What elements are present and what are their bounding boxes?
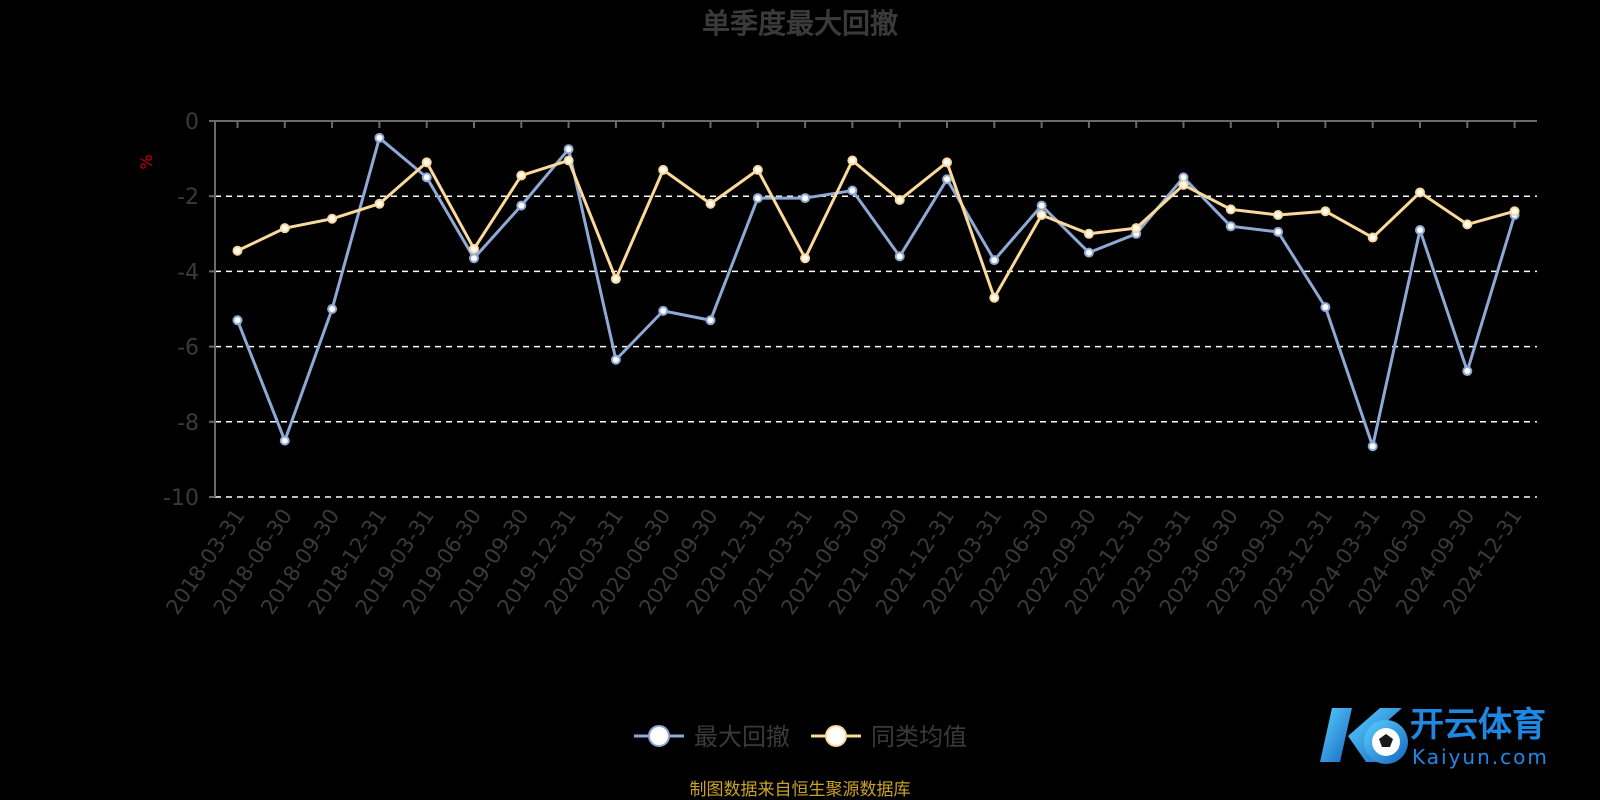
- data-point-s1-14[interactable]: [894, 194, 905, 205]
- data-point-s0-8[interactable]: [610, 354, 621, 365]
- data-point-s1-21[interactable]: [1225, 204, 1236, 215]
- data-point-s1-18[interactable]: [1083, 228, 1094, 239]
- data-point-s0-5[interactable]: [469, 253, 479, 264]
- y-tick-label: -4: [177, 260, 199, 285]
- legend-label: 同类均值: [871, 723, 967, 751]
- data-point-s0-2[interactable]: [327, 304, 338, 314]
- data-point-s0-9[interactable]: [658, 305, 669, 316]
- data-point-s1-16[interactable]: [989, 292, 1000, 303]
- y-tick-label: -10: [163, 486, 199, 511]
- data-point-s1-13[interactable]: [847, 155, 858, 166]
- data-point-s1-4[interactable]: [421, 157, 432, 168]
- data-point-s0-23[interactable]: [1320, 302, 1331, 313]
- data-point-s1-15[interactable]: [942, 157, 952, 168]
- data-point-s1-7[interactable]: [563, 155, 574, 166]
- y-tick-label: 0: [185, 110, 199, 135]
- legend-item-category-average[interactable]: 同类均值: [811, 723, 967, 751]
- y-axis-unit: %: [137, 154, 156, 169]
- data-point-s1-27[interactable]: [1509, 206, 1520, 217]
- data-point-s0-21[interactable]: [1225, 221, 1236, 232]
- axes: 0-2-4-6-8-102018-03-312018-06-302018-09-…: [162, 110, 1537, 619]
- legend-marker-icon: [825, 725, 847, 747]
- series-line-1: [236, 158, 1516, 300]
- data-point-s1-11[interactable]: [752, 164, 763, 175]
- logo-text-en: Kaiyun.com: [1412, 745, 1549, 769]
- data-point-s1-8[interactable]: [610, 273, 621, 284]
- legend-item-max-drawdown[interactable]: 最大回撤: [634, 723, 790, 751]
- data-point-s0-7[interactable]: [563, 144, 574, 155]
- data-point-s0-0[interactable]: [232, 315, 243, 326]
- data-point-s1-0[interactable]: [232, 245, 243, 256]
- data-point-s0-3[interactable]: [374, 132, 385, 143]
- data-point-s0-24[interactable]: [1367, 441, 1378, 452]
- data-point-s0-12[interactable]: [800, 193, 811, 204]
- data-point-s1-6[interactable]: [516, 170, 527, 181]
- chart-title: 单季度最大回撤: [702, 7, 898, 40]
- data-point-s1-20[interactable]: [1178, 179, 1189, 190]
- data-point-s0-25[interactable]: [1415, 225, 1425, 236]
- data-point-s0-14[interactable]: [894, 251, 905, 262]
- logo-text-cn: 开云体育: [1410, 705, 1546, 745]
- data-point-s1-10[interactable]: [705, 198, 716, 209]
- data-point-s1-24[interactable]: [1367, 232, 1378, 243]
- data-source-note: 制图数据来自恒生聚源数据库: [690, 780, 911, 800]
- data-point-s0-16[interactable]: [989, 255, 1000, 266]
- data-point-s1-23[interactable]: [1320, 206, 1331, 217]
- y-tick-label: -2: [177, 185, 199, 210]
- data-point-s1-3[interactable]: [374, 198, 385, 209]
- data-point-s0-26[interactable]: [1462, 366, 1473, 377]
- data-point-s1-5[interactable]: [469, 243, 479, 254]
- data-point-s1-2[interactable]: [327, 213, 338, 224]
- data-point-s0-17[interactable]: [1036, 200, 1047, 211]
- data-point-s0-22[interactable]: [1273, 226, 1284, 237]
- data-point-s0-4[interactable]: [421, 172, 432, 183]
- data-point-s0-15[interactable]: [942, 174, 952, 185]
- data-point-s0-18[interactable]: [1083, 247, 1094, 258]
- data-point-s1-19[interactable]: [1131, 223, 1142, 234]
- y-tick-label: -8: [177, 411, 199, 436]
- series-layer: [232, 132, 1520, 452]
- data-point-s1-26[interactable]: [1462, 219, 1473, 230]
- data-point-s1-22[interactable]: [1273, 210, 1284, 220]
- legend: 最大回撤 同类均值: [634, 723, 967, 751]
- y-tick-label: -6: [177, 336, 199, 361]
- data-point-s0-11[interactable]: [752, 193, 763, 204]
- legend-label: 最大回撤: [694, 723, 790, 751]
- data-point-s0-6[interactable]: [516, 200, 527, 211]
- data-point-s0-13[interactable]: [847, 185, 858, 196]
- kaiyun-logo-icon: 开云体育 Kaiyun.com: [1320, 705, 1549, 769]
- legend-marker-icon: [648, 725, 670, 747]
- data-point-s1-25[interactable]: [1415, 187, 1425, 198]
- data-point-s1-9[interactable]: [658, 164, 669, 175]
- series-line-0: [236, 136, 1517, 448]
- data-point-s1-17[interactable]: [1036, 210, 1047, 220]
- data-point-s1-1[interactable]: [279, 223, 290, 234]
- data-point-s0-1[interactable]: [279, 435, 290, 446]
- watermark-logo: 开云体育 Kaiyun.com: [1310, 700, 1595, 786]
- grid-lines: [215, 195, 1537, 498]
- data-point-s1-12[interactable]: [800, 253, 811, 264]
- data-point-s0-10[interactable]: [705, 315, 716, 326]
